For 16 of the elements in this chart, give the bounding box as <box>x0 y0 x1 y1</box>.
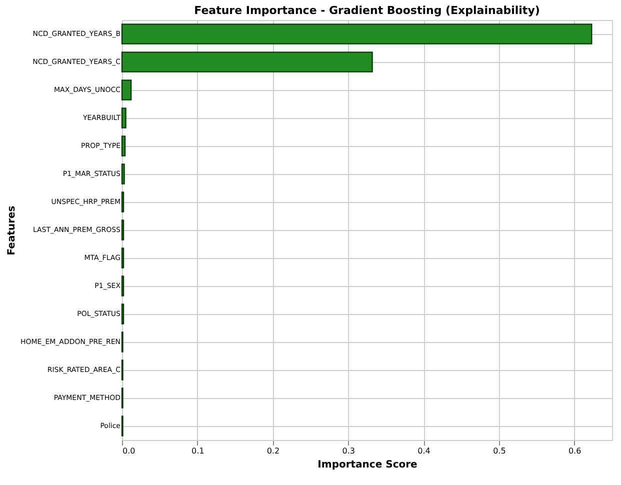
x-axis-title: Importance Score <box>318 460 418 470</box>
x-tick-label: 0.4 <box>418 446 430 456</box>
x-tick-label: 0.5 <box>493 446 506 456</box>
bar <box>121 136 126 156</box>
x-tick-label: 0.6 <box>568 446 582 456</box>
x-tick-label: 0.0 <box>122 446 136 456</box>
bar <box>121 108 126 128</box>
x-tick-label: 0.3 <box>342 446 356 456</box>
x-tick-label: 0.1 <box>192 446 204 456</box>
chart-title: Feature Importance - Gradient Boosting (Explainability) <box>194 4 540 17</box>
bar <box>121 164 125 184</box>
bar <box>121 80 132 100</box>
x-tick-label: 0.2 <box>266 446 280 456</box>
bar <box>121 52 373 72</box>
bar <box>121 24 592 44</box>
y-axis-title: Features <box>6 206 18 256</box>
